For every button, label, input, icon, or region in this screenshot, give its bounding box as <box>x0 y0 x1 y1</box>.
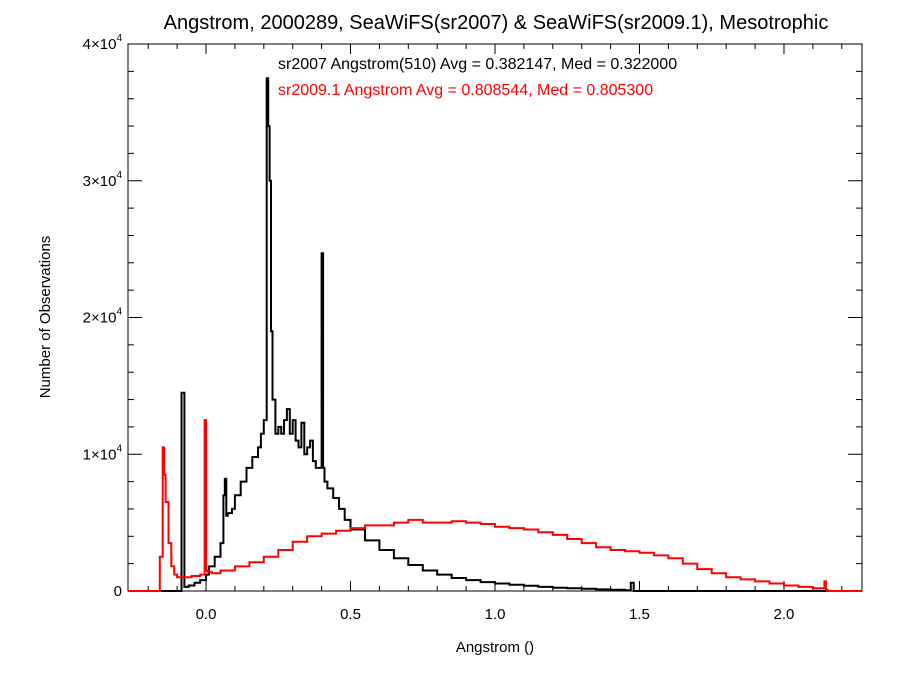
series-line-2 <box>128 419 862 592</box>
y-tick-label: 0 <box>114 583 122 600</box>
y-axis-label: Number of Observations <box>37 236 54 399</box>
y-tick-exponent: 4 <box>116 170 122 181</box>
y-tick-label: 4×104 <box>83 33 123 53</box>
x-tick-label: 1.5 <box>629 606 650 623</box>
y-tick-label: 2×104 <box>83 307 123 327</box>
y-tick-mantissa: 0 <box>114 583 122 600</box>
series-group <box>128 77 862 592</box>
annotation-sr2009: sr2009.1 Angstrom Avg = 0.808544, Med = … <box>278 82 653 99</box>
y-tick-mantissa: 4×10 <box>83 36 117 53</box>
x-tick-label: 1.0 <box>485 606 506 623</box>
x-tick-label: 2.0 <box>774 606 795 623</box>
y-tick-mantissa: 3×10 <box>83 173 117 190</box>
x-axis-label: Angstrom () <box>456 639 534 656</box>
series-line-1 <box>128 77 862 592</box>
x-tick-label: 0.5 <box>340 606 361 623</box>
annotation-sr2007: sr2007 Angstrom(510) Avg = 0.382147, Med… <box>278 56 677 73</box>
chart-title: Angstrom, 2000289, SeaWiFS(sr2007) & Sea… <box>164 12 829 34</box>
y-tick-label: 1×104 <box>83 443 123 463</box>
y-tick-mantissa: 1×10 <box>83 446 117 463</box>
plot-frame <box>127 43 863 592</box>
y-tick-exponent: 4 <box>116 33 122 44</box>
y-tick-exponent: 4 <box>116 307 122 318</box>
x-axis: 0.0 0.5 1.0 1.5 2.0 <box>147 44 843 623</box>
x-tick-label: 0.0 <box>196 606 217 623</box>
y-tick-label: 3×104 <box>83 170 123 190</box>
y-tick-mantissa: 2×10 <box>83 310 117 327</box>
y-tick-exponent: 4 <box>116 443 122 454</box>
